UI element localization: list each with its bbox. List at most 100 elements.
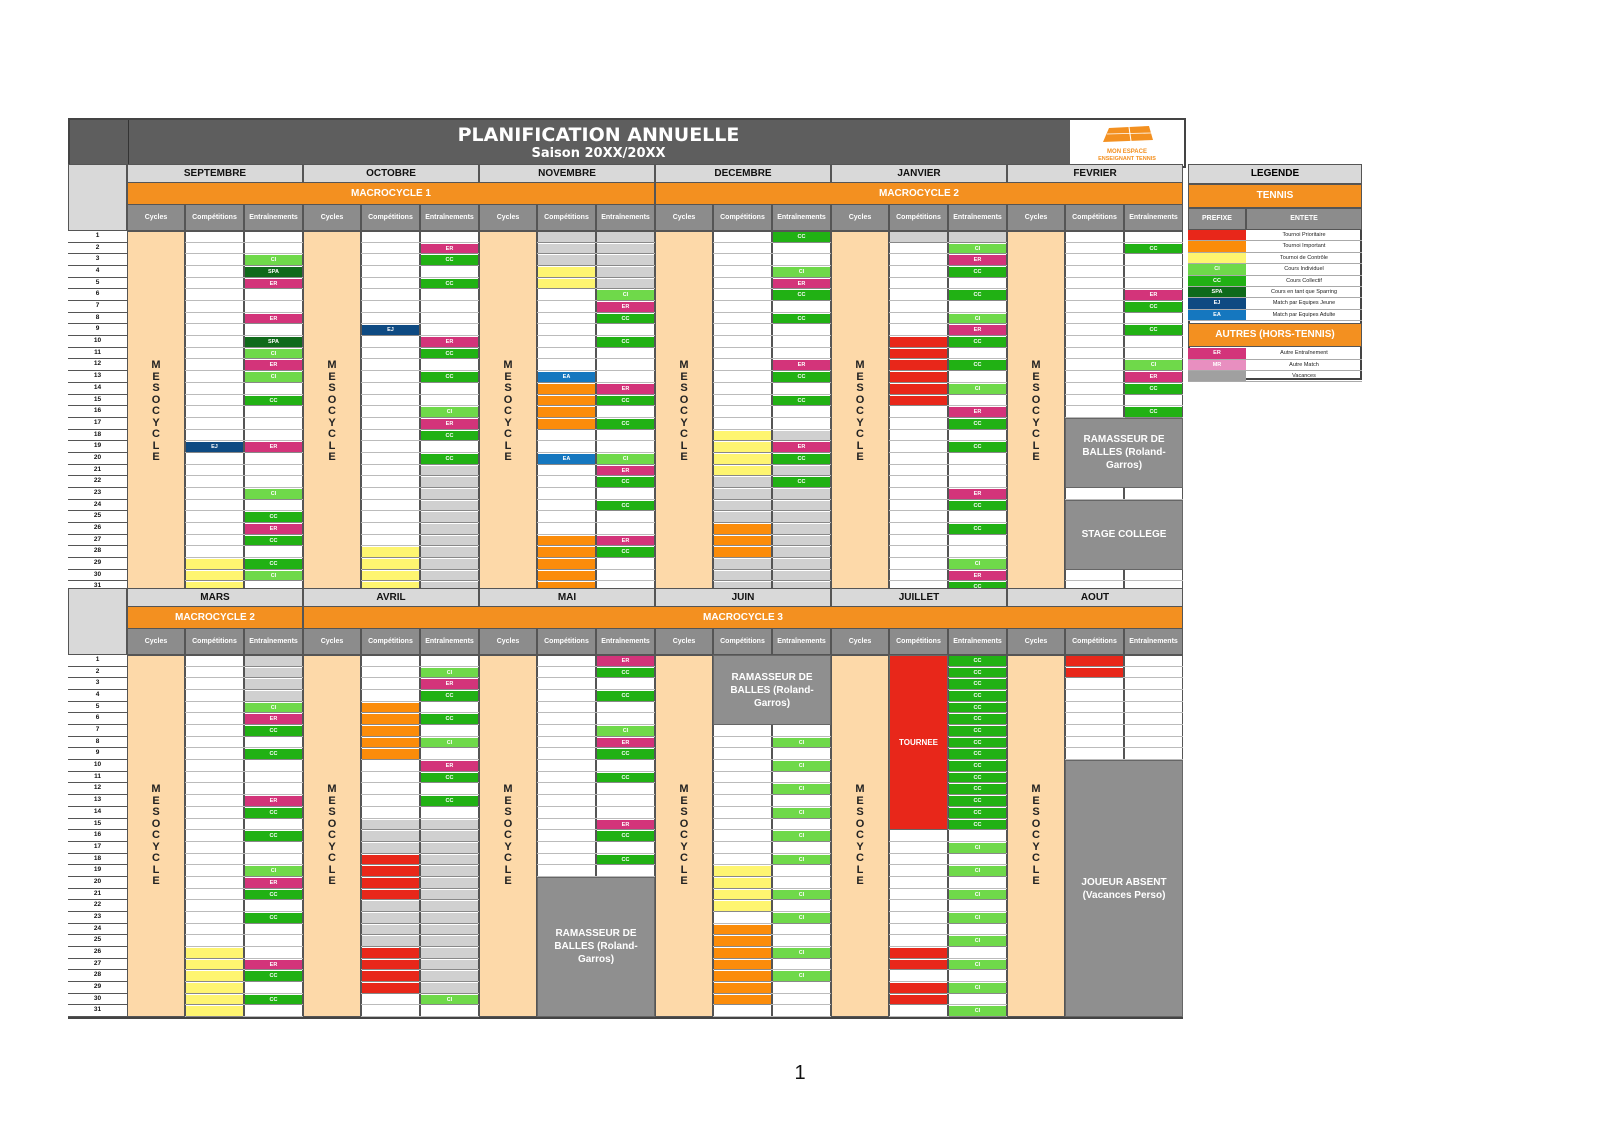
day-cell[interactable] (889, 570, 948, 582)
day-cell[interactable] (713, 254, 772, 267)
event-red[interactable] (362, 866, 419, 877)
event-ea[interactable]: EA (538, 453, 595, 465)
event-er[interactable]: ER (597, 819, 654, 831)
day-cell[interactable] (1065, 678, 1124, 691)
day-cell[interactable] (244, 500, 303, 512)
day-cell[interactable] (185, 535, 244, 547)
event-gray[interactable] (421, 819, 478, 831)
event-cc[interactable]: CC (597, 547, 654, 559)
event-gray[interactable] (421, 971, 478, 983)
day-cell[interactable] (596, 795, 655, 807)
event-cc[interactable]: CC (949, 761, 1006, 772)
day-cell[interactable] (889, 546, 948, 559)
day-cell[interactable] (948, 924, 1007, 936)
event-gray[interactable] (421, 465, 478, 477)
event-red[interactable] (890, 360, 947, 372)
event-gray[interactable] (890, 232, 947, 243)
day-cell[interactable] (537, 783, 596, 796)
day-cell[interactable] (948, 476, 1007, 488)
day-cell[interactable] (1124, 713, 1183, 726)
day-cell[interactable] (185, 383, 244, 395)
day-cell[interactable] (1124, 655, 1183, 667)
day-cell[interactable] (537, 842, 596, 854)
day-cell[interactable] (1065, 336, 1124, 348)
event-cc[interactable]: CC (597, 395, 654, 407)
day-cell[interactable] (889, 842, 948, 854)
day-cell[interactable] (244, 772, 303, 784)
day-cell[interactable] (185, 854, 244, 866)
event-gray[interactable] (773, 524, 830, 535)
event-cc[interactable]: CC (597, 500, 654, 512)
event-gray[interactable] (421, 488, 478, 500)
day-cell[interactable] (420, 359, 479, 372)
day-cell[interactable] (772, 406, 831, 418)
day-cell[interactable] (1124, 725, 1183, 737)
day-cell[interactable] (185, 737, 244, 749)
day-cell[interactable] (537, 760, 596, 772)
event-ci[interactable]: CI (1125, 360, 1182, 372)
event-gray[interactable] (421, 842, 478, 854)
event-er[interactable]: ER (245, 714, 302, 726)
event-ci[interactable]: CI (421, 407, 478, 418)
event-gray[interactable] (714, 500, 771, 512)
event-yellow[interactable] (538, 278, 595, 290)
day-cell[interactable] (772, 748, 831, 761)
day-cell[interactable] (889, 278, 948, 290)
day-cell[interactable] (361, 1005, 420, 1018)
day-cell[interactable] (713, 395, 772, 407)
day-cell[interactable] (244, 324, 303, 337)
day-cell[interactable] (185, 348, 244, 360)
day-cell[interactable] (420, 783, 479, 796)
event-orange[interactable] (714, 959, 771, 971)
day-cell[interactable] (185, 772, 244, 784)
event-er[interactable]: ER (773, 442, 830, 453)
day-cell[interactable] (244, 783, 303, 796)
event-yellow[interactable] (714, 442, 771, 453)
event-gray[interactable] (597, 232, 654, 243)
event-er[interactable]: ER (421, 418, 478, 430)
day-cell[interactable] (185, 336, 244, 348)
event-cc[interactable]: CC (245, 559, 302, 570)
event-gray[interactable] (245, 667, 302, 679)
event-cc[interactable]: CC (949, 784, 1006, 796)
day-cell[interactable] (537, 523, 596, 535)
day-cell[interactable] (420, 1005, 479, 1018)
day-cell[interactable] (537, 465, 596, 477)
event-yellow[interactable] (186, 994, 243, 1006)
day-cell[interactable] (772, 959, 831, 971)
event-red[interactable] (362, 889, 419, 901)
event-er[interactable]: ER (245, 278, 302, 290)
event-yellow[interactable] (186, 1006, 243, 1018)
event-red[interactable] (362, 983, 419, 994)
event-er[interactable]: ER (949, 325, 1006, 337)
day-cell[interactable] (889, 313, 948, 325)
day-cell[interactable] (185, 395, 244, 407)
day-cell[interactable] (1124, 254, 1183, 267)
event-ci[interactable]: CI (949, 383, 1006, 395)
event-cc[interactable]: CC (949, 500, 1006, 512)
event-cc[interactable]: CC (245, 726, 302, 737)
day-cell[interactable] (948, 947, 1007, 959)
event-gray[interactable] (362, 842, 419, 854)
event-gray[interactable] (714, 488, 771, 500)
event-ej[interactable]: EJ (186, 442, 243, 453)
day-cell[interactable] (596, 783, 655, 796)
day-cell[interactable] (537, 324, 596, 337)
day-cell[interactable] (185, 465, 244, 477)
event-gray[interactable] (421, 959, 478, 971)
event-cc[interactable]: CC (949, 737, 1006, 749)
day-cell[interactable] (772, 795, 831, 807)
event-gray[interactable] (773, 488, 830, 500)
event-gray[interactable] (597, 278, 654, 290)
day-cell[interactable] (889, 465, 948, 477)
day-cell[interactable] (361, 430, 420, 442)
day-cell[interactable] (772, 301, 831, 313)
event-ci[interactable]: CI (949, 889, 1006, 901)
day-cell[interactable] (772, 383, 831, 395)
day-cell[interactable] (185, 546, 244, 559)
day-cell[interactable] (772, 877, 831, 889)
event-gray[interactable] (362, 936, 419, 947)
event-cc[interactable]: CC (773, 313, 830, 325)
event-ci[interactable]: CI (245, 372, 302, 383)
event-ci[interactable]: CI (245, 702, 302, 714)
